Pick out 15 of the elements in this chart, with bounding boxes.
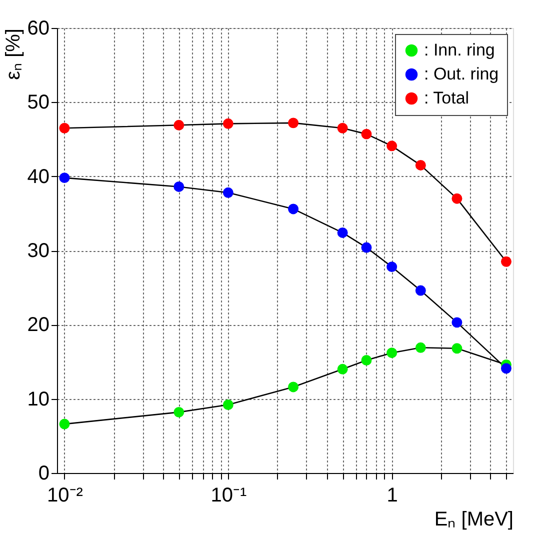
y-tick-label: 0 — [38, 462, 50, 484]
y-tick-label: 40 — [27, 166, 50, 188]
y-tick-label: 60 — [27, 18, 50, 40]
y-axis-title: εₙ [%] — [2, 28, 24, 80]
legend-label: : Inn. ring — [424, 40, 495, 60]
y-tick-label: 30 — [27, 240, 50, 262]
y-tick-label: 20 — [27, 314, 50, 336]
x-axis-title: Eₙ [MeV] — [434, 508, 514, 530]
legend-label: : Out. ring — [424, 64, 499, 84]
y-tick-label: 50 — [27, 92, 50, 114]
legend-label: : Total — [424, 88, 470, 108]
x-tick-label: 10⁻¹ — [210, 484, 247, 506]
x-tick-label: 1 — [386, 484, 398, 506]
x-tick-label: 10⁻² — [47, 484, 84, 506]
y-tick-label: 10 — [27, 388, 50, 410]
